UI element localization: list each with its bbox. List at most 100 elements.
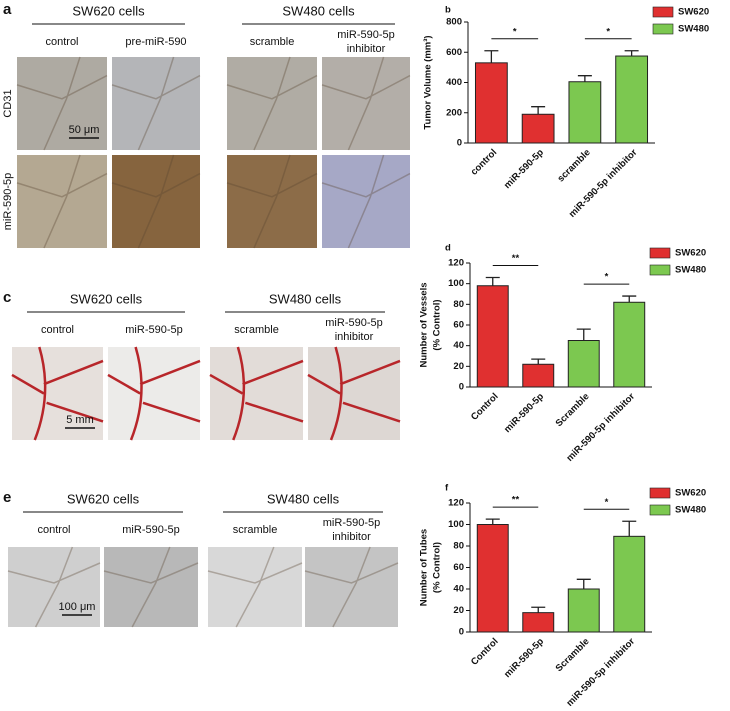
legend-swatch xyxy=(652,23,674,35)
x-tick-label: Control xyxy=(469,391,501,423)
texture xyxy=(321,56,411,151)
micrograph xyxy=(227,57,317,150)
legend-swatch xyxy=(649,504,671,516)
bar xyxy=(567,588,600,633)
column-label: miR-590-5p xyxy=(337,29,394,41)
bar xyxy=(476,524,509,633)
column-label: control xyxy=(45,36,78,48)
y-tick-label: 20 xyxy=(453,605,464,616)
y-axis-label: Number of Tubes xyxy=(419,529,430,606)
y-tick-label: 80 xyxy=(453,299,464,310)
texture xyxy=(207,546,303,628)
chart: f 0 20 40 60 80 100 120 Number of Tubes (% Contro… xyxy=(419,483,707,709)
micrograph xyxy=(227,155,317,248)
panel-letter: f xyxy=(445,483,449,494)
column-label: miR-590-5p xyxy=(323,517,380,529)
y-tick-label: 60 xyxy=(453,320,464,331)
error-bar xyxy=(576,328,591,341)
micrograph xyxy=(112,57,200,150)
bar xyxy=(613,301,646,388)
y-axis-label: Tumor Volume (mm³) xyxy=(423,35,434,129)
x-tick-label: Scramble xyxy=(554,391,592,429)
column-label: scramble xyxy=(233,524,278,536)
legend-swatch xyxy=(649,264,671,276)
scale-bar-label: 5 mm xyxy=(66,414,94,426)
y-tick-label: 120 xyxy=(448,258,464,269)
column-label: miR-590-5p xyxy=(325,317,382,329)
error-bar xyxy=(624,50,639,57)
panel-letter: c xyxy=(3,289,11,306)
vessel xyxy=(307,346,401,441)
row-label: miR-590-5p xyxy=(2,173,14,230)
group-title: SW480 cells xyxy=(282,3,355,18)
significance-label: * xyxy=(605,497,609,508)
micrograph xyxy=(12,347,103,440)
x-tick-label: miR-590-5p xyxy=(502,147,546,191)
bar xyxy=(522,612,555,633)
y-tick-label: 600 xyxy=(446,47,462,58)
bar xyxy=(613,535,646,633)
panel-letter: a xyxy=(3,1,12,18)
texture xyxy=(16,56,108,151)
y-tick-label: 400 xyxy=(446,77,462,88)
micrograph xyxy=(8,547,100,627)
row-label: CD31 xyxy=(2,89,14,117)
column-label: pre-miR-590 xyxy=(125,36,186,48)
legend-swatch xyxy=(649,487,671,499)
significance-label: * xyxy=(606,26,610,37)
column-label: control xyxy=(37,524,70,536)
bar xyxy=(474,62,508,144)
scale-bar-label: 100 μm xyxy=(59,601,96,613)
error-bar xyxy=(531,106,546,115)
y-axis-label: (% Control) xyxy=(432,542,443,593)
texture xyxy=(304,546,399,628)
texture xyxy=(111,56,201,151)
micrograph xyxy=(104,547,198,627)
error-bar xyxy=(531,358,546,365)
texture xyxy=(226,154,318,249)
micrograph xyxy=(322,155,410,248)
y-tick-label: 0 xyxy=(459,627,464,638)
texture xyxy=(16,154,108,249)
column-label: inhibitor xyxy=(335,331,374,343)
texture xyxy=(7,546,101,628)
y-tick-label: 80 xyxy=(453,541,464,552)
y-axis-label: Number of Vessels xyxy=(419,282,430,367)
micrograph xyxy=(305,547,398,627)
group-title: SW620 cells xyxy=(72,3,145,18)
vessel xyxy=(209,346,304,441)
column-label: control xyxy=(41,324,74,336)
legend-label: SW620 xyxy=(675,488,706,499)
panel-letter: d xyxy=(445,243,451,254)
bar xyxy=(521,113,555,144)
error-bar xyxy=(485,276,500,286)
x-tick-label: Control xyxy=(469,636,501,668)
error-bar xyxy=(531,606,546,613)
texture xyxy=(321,154,411,249)
panel-letter: e xyxy=(3,489,11,506)
y-tick-label: 200 xyxy=(446,107,462,118)
y-tick-label: 40 xyxy=(453,584,464,595)
micrograph xyxy=(210,347,303,440)
group-title: SW620 cells xyxy=(67,491,140,506)
y-tick-label: 120 xyxy=(448,498,464,509)
bar xyxy=(522,363,555,388)
legend-label: SW620 xyxy=(678,7,709,18)
micrograph xyxy=(308,347,400,440)
legend-label: SW620 xyxy=(675,248,706,259)
error-bar xyxy=(622,295,637,303)
y-tick-label: 60 xyxy=(453,562,464,573)
column-label: miR-590-5p xyxy=(122,524,179,536)
error-bar xyxy=(484,50,499,63)
column-label: miR-590-5p xyxy=(125,324,182,336)
x-tick-label: control xyxy=(469,147,500,178)
y-axis-label: (% Control) xyxy=(432,299,443,350)
legend-swatch xyxy=(652,6,674,18)
x-tick-label: miR-590-5p xyxy=(502,636,546,680)
vessel xyxy=(107,346,201,441)
y-tick-label: 40 xyxy=(453,340,464,351)
y-tick-label: 0 xyxy=(457,138,462,149)
micrograph xyxy=(108,347,200,440)
y-tick-label: 0 xyxy=(459,382,464,393)
panel-letter: b xyxy=(445,5,451,16)
